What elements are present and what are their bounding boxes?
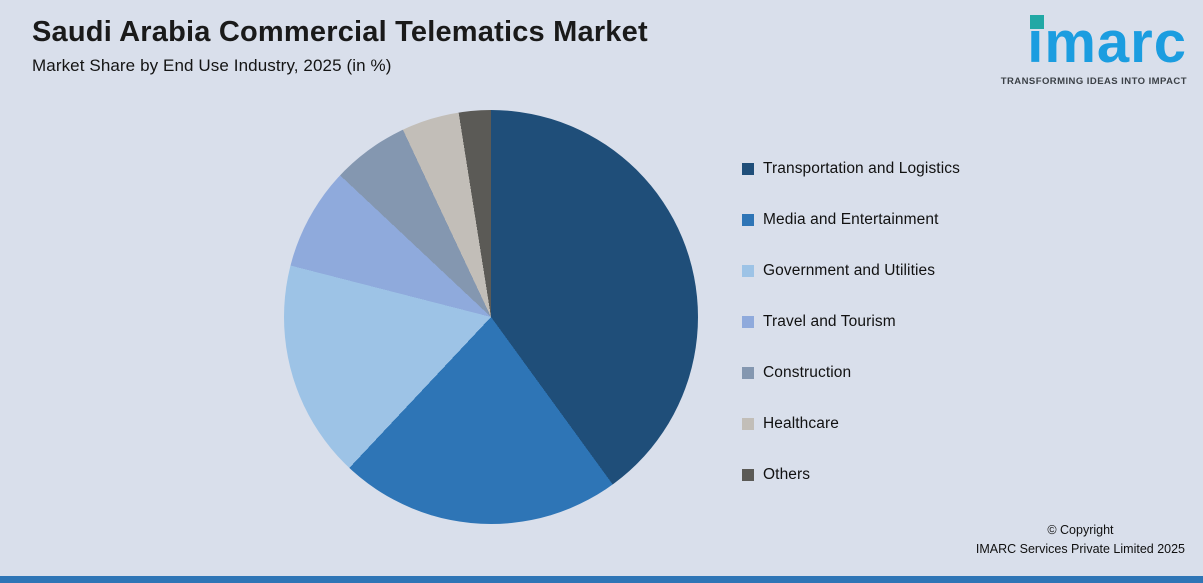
logo-text: imarc bbox=[1027, 10, 1187, 75]
legend-item: Healthcare bbox=[742, 413, 960, 435]
legend-item: Transportation and Logistics bbox=[742, 158, 960, 180]
legend-swatch bbox=[742, 469, 754, 481]
legend-label: Transportation and Logistics bbox=[763, 160, 960, 177]
legend-label: Government and Utilities bbox=[763, 262, 936, 279]
copyright-line2: IMARC Services Private Limited 2025 bbox=[975, 542, 1185, 556]
copyright-line1: © Copyright bbox=[1047, 523, 1114, 537]
page-subtitle: Market Share by End Use Industry, 2025 (… bbox=[32, 56, 392, 76]
header: Saudi Arabia Commercial Telematics Marke… bbox=[32, 14, 648, 76]
legend-swatch bbox=[742, 316, 754, 328]
legend-item: Travel and Tourism bbox=[742, 311, 960, 333]
legend-item: Media and Entertainment bbox=[742, 209, 960, 231]
legend-swatch bbox=[742, 163, 754, 175]
page-title: Saudi Arabia Commercial Telematics Marke… bbox=[32, 16, 648, 48]
logo-dot-icon bbox=[1030, 15, 1045, 29]
legend-swatch bbox=[742, 418, 754, 430]
legend-swatch bbox=[742, 265, 754, 277]
legend-item: Construction bbox=[742, 362, 960, 384]
logo-wordmark: imarc bbox=[1027, 14, 1187, 72]
bottom-bar bbox=[0, 576, 1203, 583]
legend-label: Travel and Tourism bbox=[763, 313, 896, 330]
imarc-logo: imarc TRANSFORMING IDEAS INTO IMPACT bbox=[1000, 14, 1187, 88]
pie-chart bbox=[284, 110, 698, 524]
logo-tagline: TRANSFORMING IDEAS INTO IMPACT bbox=[1000, 76, 1187, 87]
legend: Transportation and Logistics Media and E… bbox=[742, 158, 960, 486]
legend-label: Others bbox=[763, 466, 811, 483]
legend-swatch bbox=[742, 367, 754, 379]
legend-label: Healthcare bbox=[763, 415, 839, 432]
legend-label: Media and Entertainment bbox=[763, 211, 939, 228]
legend-item: Government and Utilities bbox=[742, 260, 960, 282]
legend-swatch bbox=[742, 214, 754, 226]
legend-item: Others bbox=[742, 464, 960, 486]
copyright: © Copyright IMARC Services Private Limit… bbox=[976, 521, 1185, 559]
legend-label: Construction bbox=[763, 364, 852, 381]
